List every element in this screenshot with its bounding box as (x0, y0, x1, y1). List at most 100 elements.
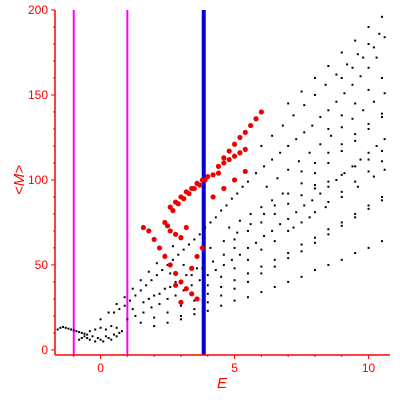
data-point (88, 330, 91, 333)
data-point (171, 258, 174, 261)
data-point (67, 327, 70, 330)
data-point (209, 246, 212, 249)
data-point (80, 331, 83, 334)
data-point (372, 100, 375, 103)
data-point (166, 297, 169, 300)
data-point (178, 279, 184, 285)
data-point (110, 325, 113, 328)
data-point (287, 280, 290, 283)
data-point (300, 182, 303, 185)
data-point (162, 253, 168, 260)
data-point (383, 36, 386, 39)
data-point (287, 229, 290, 232)
data-point (107, 311, 110, 314)
data-point (226, 156, 232, 163)
data-point (260, 291, 263, 294)
data-point (233, 246, 236, 249)
data-point (340, 258, 343, 261)
y-axis-title: <M> (11, 165, 28, 195)
data-point (194, 253, 200, 260)
data-point (153, 325, 156, 328)
data-point (96, 337, 99, 340)
data-point (260, 221, 263, 224)
data-point (327, 109, 330, 112)
data-point (131, 308, 134, 311)
data-point (313, 236, 316, 239)
data-point (383, 92, 386, 95)
data-point (145, 284, 148, 287)
data-point (383, 138, 386, 141)
data-point (380, 15, 383, 18)
data-point (189, 291, 195, 297)
y-tick-label: 200 (28, 3, 48, 17)
data-point (146, 228, 152, 234)
data-point (359, 158, 362, 161)
data-point (367, 88, 370, 91)
data-point (287, 144, 290, 147)
data-point (346, 63, 349, 66)
data-point (287, 218, 290, 221)
data-point (179, 318, 182, 321)
data-point (214, 216, 217, 219)
data-point (177, 253, 180, 256)
data-point (354, 139, 357, 142)
data-point (242, 146, 248, 152)
data-point (193, 238, 196, 241)
data-point (179, 314, 182, 317)
data-point (354, 39, 357, 42)
data-point (327, 161, 330, 164)
data-point (115, 335, 118, 338)
data-point (131, 287, 134, 290)
data-point (202, 177, 208, 183)
data-point (300, 170, 303, 173)
data-point (233, 287, 236, 290)
data-point (330, 134, 333, 137)
data-point (265, 185, 268, 188)
data-point (311, 124, 314, 127)
data-point (150, 306, 153, 309)
data-point (107, 337, 110, 340)
data-point (276, 177, 279, 180)
data-point (155, 262, 158, 265)
data-point (189, 265, 195, 271)
data-point (367, 158, 370, 161)
data-point (380, 195, 383, 198)
data-point (210, 194, 216, 200)
data-point (246, 180, 249, 183)
axes: 0 50 100 150 200 0 5 10 (28, 3, 390, 375)
data-point (359, 75, 362, 78)
data-point (142, 311, 145, 314)
data-point (88, 338, 91, 341)
data-point (115, 303, 118, 306)
data-point (260, 272, 263, 275)
data-point (167, 262, 173, 268)
data-point (86, 337, 89, 340)
data-point (215, 163, 222, 169)
data-point (231, 177, 238, 183)
data-point (380, 76, 383, 79)
data-point (173, 270, 179, 277)
data-point (185, 274, 188, 277)
data-point (140, 224, 147, 231)
data-point (99, 326, 102, 329)
y-tick-label: 0 (41, 343, 48, 357)
data-point (139, 279, 142, 282)
data-point (78, 331, 81, 334)
data-point (129, 299, 132, 302)
data-point (209, 221, 212, 224)
data-point (354, 216, 357, 219)
data-point (188, 243, 190, 246)
data-point (220, 209, 223, 212)
data-point (78, 338, 81, 341)
data-point (271, 134, 274, 137)
data-point (300, 194, 303, 197)
data-point (214, 269, 217, 272)
data-point (300, 243, 303, 246)
data-point (354, 212, 357, 215)
data-point (175, 201, 181, 207)
data-point (246, 246, 249, 249)
data-point (295, 211, 298, 214)
data-point (340, 190, 343, 193)
data-point (191, 185, 197, 192)
data-point (236, 231, 239, 234)
